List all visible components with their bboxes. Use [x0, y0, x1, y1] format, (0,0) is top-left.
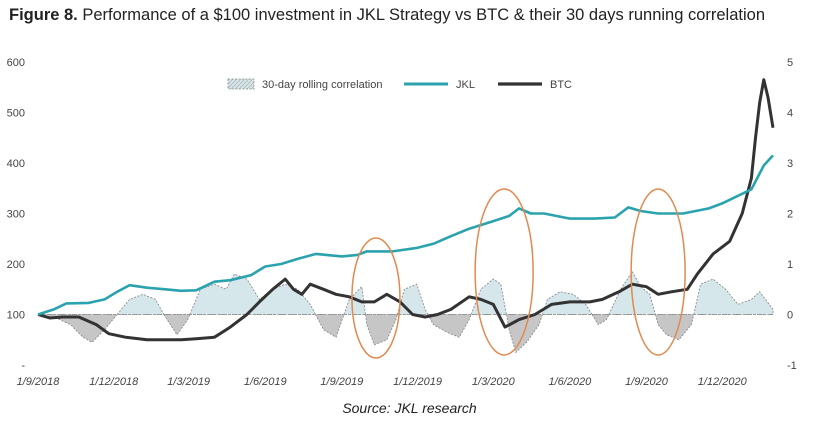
- y-right-tick-1: 4: [787, 108, 793, 120]
- lines-layer: [37, 78, 775, 342]
- x-tick-3: 1/6/2019: [244, 376, 287, 388]
- correlation-area-negative-5: [314, 314, 345, 338]
- y-left-tick-3: 300: [7, 209, 25, 221]
- figure-caption: Performance of a $100 investment in JKL …: [82, 6, 766, 24]
- figure-number: Figure 8.: [9, 6, 78, 24]
- axes-layer: 600 500 400 300 200 100 - 5 4 3 2 1 0 -1 1/9/2018 1/12/…: [7, 57, 797, 388]
- annotation-layer: [351, 188, 686, 359]
- y-right-tick-2: 3: [787, 158, 793, 170]
- y-right-tick-6: -1: [787, 360, 797, 372]
- legend-label-2: BTC: [550, 79, 572, 91]
- x-tick-4: 1/9/2019: [320, 376, 363, 388]
- x-tick-9: 1/12/2020: [698, 376, 748, 388]
- x-tick-8: 1/9/2020: [625, 376, 669, 388]
- correlation-area-positive-16: [693, 278, 774, 315]
- chart-title: Figure 8. Performance of a $100 investme…: [9, 6, 765, 25]
- y-left-tick-5: 100: [7, 310, 25, 322]
- y-left-tick-6: -: [21, 360, 25, 372]
- btc-line: [37, 78, 775, 342]
- y-left-tick-4: 200: [7, 259, 25, 271]
- y-right-tick-4: 1: [787, 259, 793, 271]
- correlation-area-negative-3: [163, 314, 191, 336]
- x-tick-1: 1/12/2018: [89, 376, 139, 388]
- annotation-ellipse-1: [351, 237, 401, 359]
- annotation-ellipse-3: [630, 188, 686, 356]
- x-tick-2: 1/3/2019: [167, 376, 210, 388]
- y-left-tick-2: 400: [7, 158, 25, 170]
- x-tick-5: 1/12/2019: [393, 376, 442, 388]
- correlation-area-negative-13: [591, 314, 610, 326]
- y-right-tick-5: 0: [787, 310, 793, 322]
- source-note: Source: JKL research: [342, 400, 477, 416]
- correlation-area-negative-9: [427, 314, 472, 338]
- correlation-area-positive-8: [396, 283, 429, 315]
- y-left-tick-1: 500: [7, 108, 25, 120]
- y-right-tick-3: 2: [787, 209, 793, 221]
- legend-swatch-correlation: [227, 78, 255, 90]
- y-right-tick-0: 5: [787, 57, 793, 69]
- x-tick-7: 1/6/2020: [548, 376, 592, 388]
- legend: 30-day rolling correlation JKL BTC: [227, 78, 572, 91]
- correlation-area-positive-4: [189, 273, 317, 315]
- y-left-tick-0: 600: [7, 57, 25, 69]
- correlation-area-positive-2: [116, 293, 165, 315]
- legend-label-1: JKL: [456, 79, 475, 91]
- x-tick-0: 1/9/2018: [17, 376, 61, 388]
- legend-label-0: 30-day rolling correlation: [262, 79, 382, 91]
- correlation-area-negative-7: [364, 314, 398, 346]
- jkl-line: [37, 154, 774, 316]
- x-tick-6: 1/3/2020: [472, 376, 516, 388]
- annotation-ellipse-2: [474, 188, 534, 356]
